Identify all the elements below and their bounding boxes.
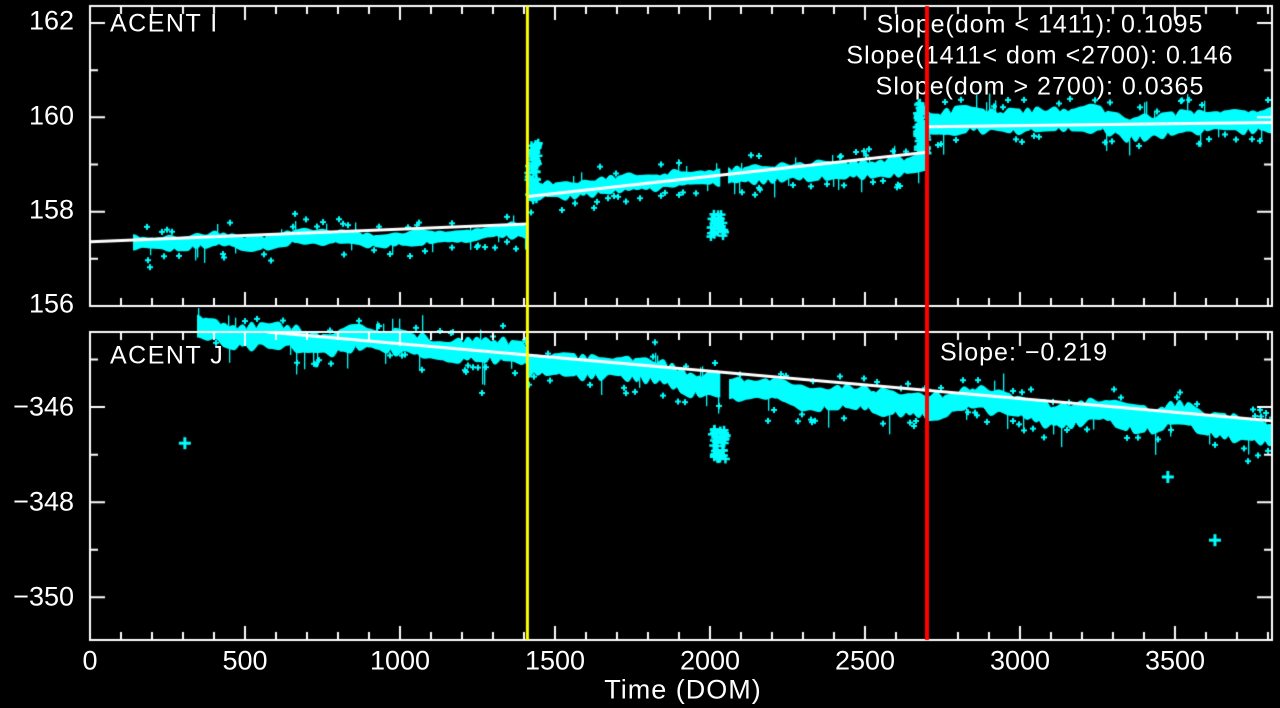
figure: ACENT I ACENT J Slope(dom < 1411): 0.109… (0, 0, 1280, 708)
plot-canvas (0, 0, 1280, 708)
